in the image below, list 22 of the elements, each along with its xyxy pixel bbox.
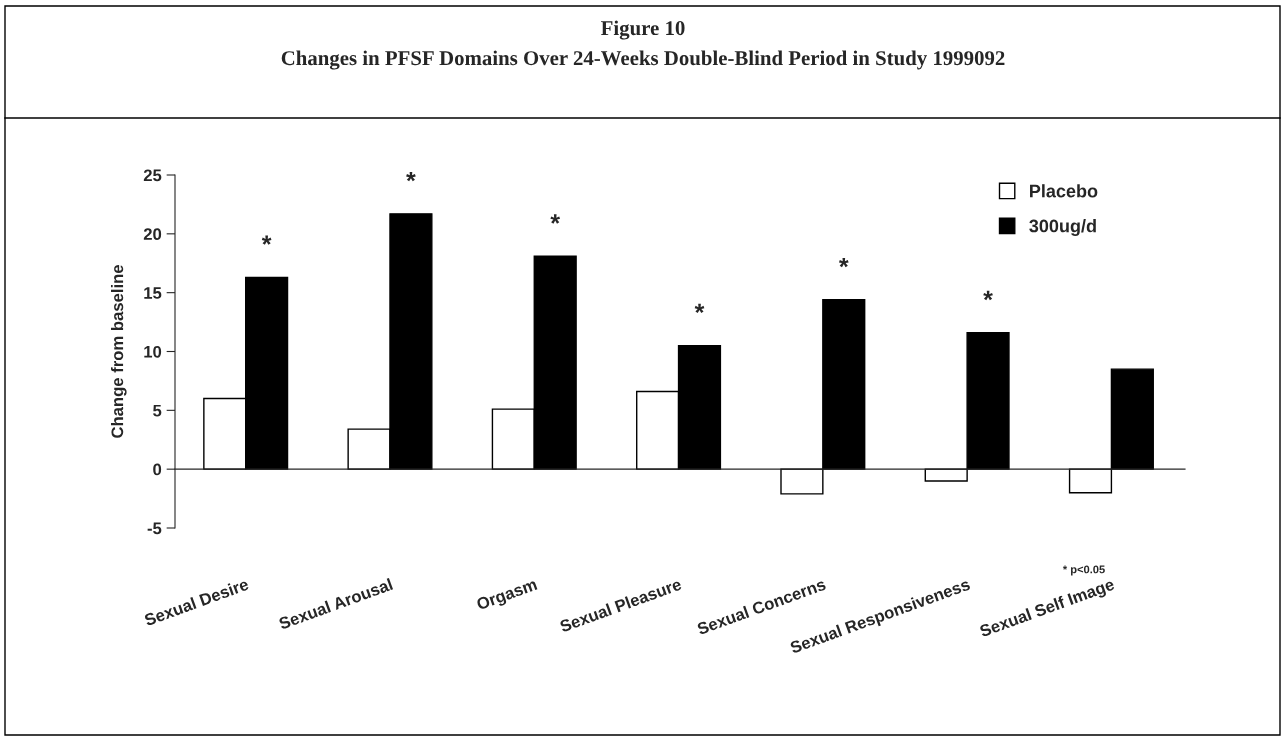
- y-tick-label: 20: [143, 228, 162, 241]
- y-tick-label: 15: [144, 287, 162, 299]
- y-tick-label: 5: [153, 404, 162, 417]
- legend-label: 300ug/d: [1029, 219, 1096, 236]
- x-tick-label: Orgasm: [475, 578, 539, 614]
- x-tick-label: Sexual Self Image: [978, 577, 1117, 641]
- chart-title: Figure 10: [601, 20, 685, 40]
- annotation: *: [694, 303, 705, 314]
- chart-subtitle: Changes in PFSF Domains Over 24-Weeks Double-Blind Period in Study 1999092: [281, 50, 1005, 70]
- annotation: *: [983, 290, 993, 301]
- annotation: *: [261, 235, 272, 245]
- y-axis-title: Change from baseline: [110, 265, 127, 438]
- y-tick-label: -5: [147, 522, 162, 535]
- y-tick-label: 0: [153, 463, 162, 476]
- text: * p<0.05: [1062, 565, 1105, 576]
- annotation: *: [406, 172, 416, 182]
- x-tick-label: Sexual Desire: [143, 577, 250, 627]
- y-tick-label: 10: [144, 345, 162, 358]
- y-tick-label: 25: [143, 169, 162, 182]
- annotation: *: [550, 214, 561, 224]
- legend-label: Placebo: [1030, 184, 1098, 198]
- annotation: *: [838, 257, 849, 268]
